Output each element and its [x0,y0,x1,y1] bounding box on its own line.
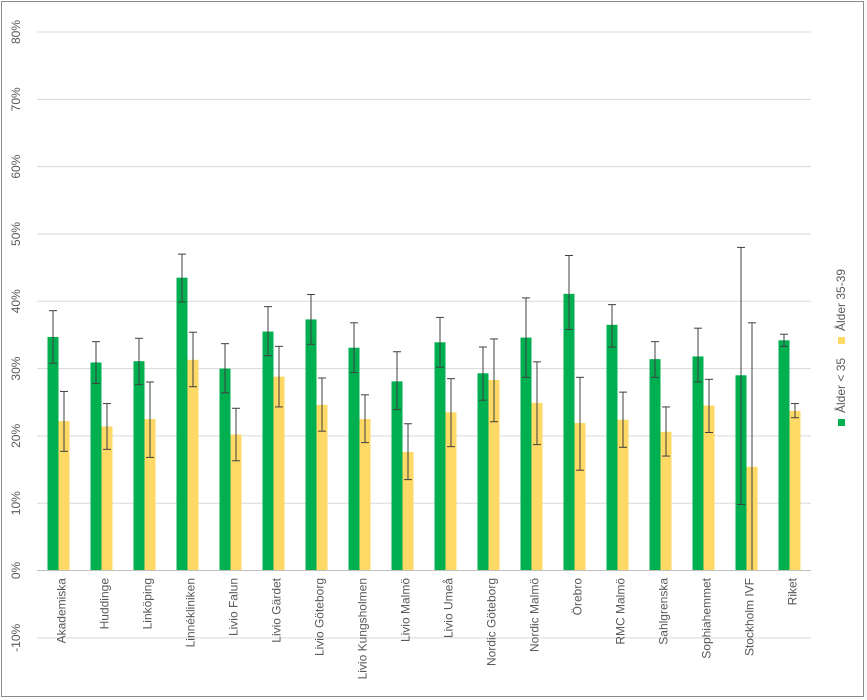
bar-under-35 [90,362,102,571]
x-tick-label: Huddinge [98,578,112,630]
bar-under-35 [434,342,446,571]
bar-under-35 [133,361,145,571]
bar-35-39 [58,421,70,571]
bar-35-39 [789,410,801,571]
error-bars [49,246,799,571]
bar-under-35 [606,324,618,571]
legend-swatch-35-39 [838,337,845,344]
y-tick-label: 80% [9,20,23,44]
bar-under-35 [477,373,489,571]
bar-35-39 [574,423,586,571]
bar-under-35 [176,277,188,571]
x-tick-label: Livio Umeå [442,578,456,638]
x-tick-label: Linnékliniken [184,578,198,647]
bar-35-39 [402,452,414,571]
y-axis: -10% 0% 10% 20% 30% 40% 50% 60% 70% 80% [9,20,23,652]
y-tick-label: 70% [9,87,23,111]
bar-35-39 [531,402,543,571]
bar-35-39 [703,405,715,571]
x-tick-label: Nordic Malmö [528,578,542,652]
bars [47,277,801,571]
bar-35-39 [230,434,242,571]
bar-35-39 [101,426,113,571]
x-tick-label: Livio Malmö [399,578,413,642]
bar-under-35 [520,337,532,571]
x-tick-label: Livio Gärdet [270,577,284,642]
x-tick-label: Linköping [141,578,155,629]
bar-35-39 [445,412,457,571]
x-tick-label: Örebro [571,578,585,616]
bar-under-35 [692,356,704,571]
x-tick-label: Livio Göteborg [313,578,327,656]
x-tick-label: Stockholm IVF [743,578,757,656]
bar-35-39 [617,419,629,571]
y-tick-label: -10% [9,623,23,651]
x-tick-label: RMC Malmö [614,578,628,645]
bar-under-35 [391,381,403,571]
y-tick-label: 40% [9,289,23,313]
x-tick-label: Sahlgrenska [657,578,671,645]
y-tick-label: 50% [9,222,23,246]
x-tick-label: Riket [786,577,800,605]
y-tick-label: 30% [9,356,23,380]
bar-35-39 [316,404,328,571]
y-tick-label: 0% [9,561,23,579]
bar-under-35 [778,340,790,571]
bar-under-35 [563,293,575,571]
bar-35-39 [359,419,371,571]
y-tick-label: 20% [9,424,23,448]
bar-under-35 [649,359,661,571]
bar-35-39 [488,380,500,571]
y-tick-label: 10% [9,491,23,515]
bar-under-35 [47,336,59,571]
y-tick-label: 60% [9,154,23,178]
gridlines [37,31,811,639]
legend-swatch-under-35 [838,419,845,426]
x-tick-label: Livio Kungsholmen [356,578,370,679]
x-tick-label: Sophiahemmet [700,577,714,658]
x-tick-label: Nordic Göteborg [485,578,499,666]
bar-35-39 [144,419,156,571]
bar-35-39 [660,431,672,571]
bar-under-35 [262,331,274,571]
legend-label-35-39: Ålder 35-39 [833,269,848,331]
legend: Ålder < 35 Ålder 35-39 [833,269,848,426]
x-axis: Akademiska Huddinge Linköping Linnékliniken… [37,570,811,679]
bar-under-35 [348,347,360,571]
x-tick-label: Livio Falun [227,578,241,636]
legend-label-under-35: Ålder < 35 [833,358,848,413]
x-tick-label: Akademiska [55,578,69,644]
bar-35-39 [187,359,199,571]
bar-35-39 [273,376,285,571]
bar-under-35 [219,368,231,571]
bar-under-35 [305,319,317,571]
